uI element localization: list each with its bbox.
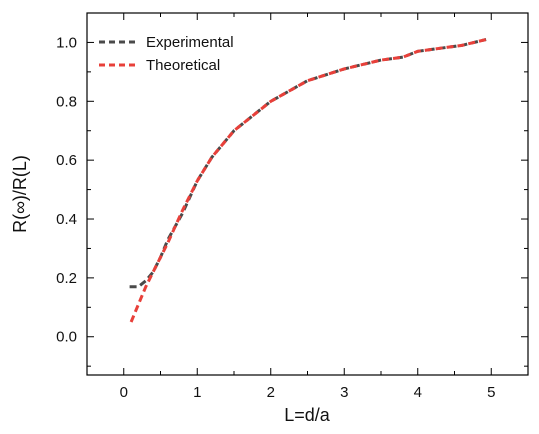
x-tick-label: 1 — [193, 384, 201, 401]
series-line-theoretical — [129, 38, 487, 323]
x-axis-ticks: 0 1 2 3 4 5 — [86, 13, 529, 401]
y-tick-label: 0.6 — [56, 152, 77, 169]
y-tick-label: 0.8 — [56, 93, 77, 110]
x-tick-label: 3 — [340, 384, 348, 401]
x-tick-label: 5 — [487, 384, 495, 401]
series-layer — [129, 38, 487, 323]
y-tick-label: 0.0 — [56, 329, 77, 346]
legend-label-theoretical: Theoretical — [146, 57, 220, 74]
y-tick-label: 1.0 — [56, 34, 77, 51]
x-tick-label: 0 — [120, 384, 128, 401]
legend: Experimental Theoretical — [99, 34, 234, 74]
x-tick-label: 4 — [414, 384, 422, 401]
y-tick-label: 0.4 — [56, 211, 77, 228]
x-axis-title: L=d/a — [284, 405, 331, 425]
legend-label-experimental: Experimental — [146, 34, 234, 51]
series-line-experimental — [129, 38, 487, 289]
x-tick-label: 2 — [267, 384, 275, 401]
y-axis-ticks: 0.0 0.2 0.4 0.6 0.8 1.0 — [56, 12, 528, 367]
y-tick-label: 0.2 — [56, 270, 77, 287]
y-axis-title: R(∞)/R(L) — [10, 155, 30, 233]
